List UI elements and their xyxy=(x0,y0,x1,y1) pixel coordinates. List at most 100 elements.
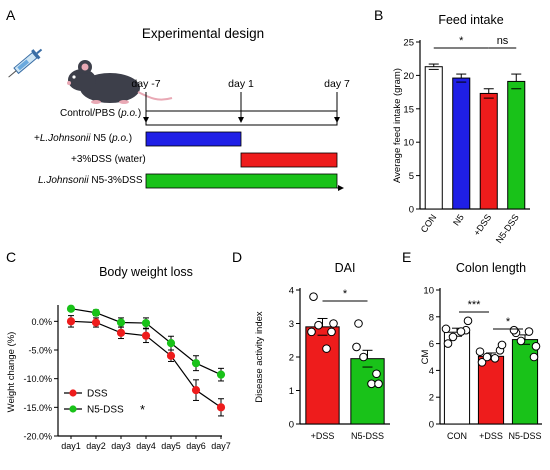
bar-n5dss xyxy=(350,358,385,425)
data-point xyxy=(216,403,226,412)
data-point xyxy=(354,319,363,328)
bar-dss xyxy=(305,326,340,425)
y-tick-label: -15.0% xyxy=(23,403,52,413)
legend-marker xyxy=(69,405,77,413)
data-point xyxy=(166,339,176,348)
bar-n5dss xyxy=(511,339,539,425)
control-label: Control/PBS (p.o.) xyxy=(60,108,141,119)
y-tick-label: 6 xyxy=(429,339,434,350)
data-point xyxy=(216,370,226,379)
data-point xyxy=(443,339,453,348)
x-tick-label: day6 xyxy=(186,441,206,451)
x-tick-label: day1 xyxy=(61,441,81,451)
significance-label: * xyxy=(343,288,348,300)
dai-chart: DAI Disease activity index 0 1 2 3 4 +DSS N5-DSS… xyxy=(254,261,390,441)
data-point xyxy=(141,331,151,340)
chart-title: Colon length xyxy=(456,261,526,275)
data-point xyxy=(372,369,381,379)
data-point xyxy=(141,318,151,328)
data-point xyxy=(307,327,316,337)
data-point xyxy=(477,358,487,367)
data-point xyxy=(374,379,383,389)
data-point xyxy=(524,327,534,336)
chart-title: Body weight loss xyxy=(99,265,193,279)
panel-letter-c: C xyxy=(6,249,16,265)
data-point xyxy=(314,320,323,330)
data-point xyxy=(448,332,458,342)
x-tick-label: +DSS xyxy=(311,431,335,441)
y-tick-label: 0 xyxy=(409,205,414,216)
x-tick-label: N5-DSS xyxy=(508,431,541,441)
data-point xyxy=(116,318,126,327)
data-point xyxy=(463,316,473,326)
data-point xyxy=(91,318,101,327)
data-point xyxy=(441,324,451,334)
panel-letter-e: E xyxy=(402,249,411,265)
bar-n5dss xyxy=(507,80,526,210)
x-tick-label: +DSS xyxy=(479,431,503,441)
y-tick-label: 15 xyxy=(403,104,414,115)
design-title: Experimental design xyxy=(142,26,264,41)
x-tick-label: day3 xyxy=(111,441,131,451)
y-axis-label: Weight change (%) xyxy=(6,332,17,413)
x-tick-label: CON xyxy=(419,212,439,234)
data-point xyxy=(116,328,126,337)
data-point xyxy=(322,344,331,353)
data-point xyxy=(352,342,361,352)
data-point xyxy=(91,308,101,317)
x-tick-label: +DSS xyxy=(472,212,494,237)
x-tick-label: CON xyxy=(447,431,467,441)
data-point xyxy=(66,317,76,326)
legend-significance-star: * xyxy=(140,402,145,417)
day-label-start: day -7 xyxy=(131,78,160,90)
data-point xyxy=(329,319,338,328)
y-tick-label: -5.0% xyxy=(28,346,52,356)
significance-label: ns xyxy=(497,35,509,47)
x-tick-label: day4 xyxy=(136,441,156,451)
chart-title: DAI xyxy=(335,261,356,275)
day-label-end: day 7 xyxy=(324,78,350,90)
data-point xyxy=(166,351,176,360)
y-tick-label: 20 xyxy=(403,71,414,82)
row-label-n5: +L.Johnsonii N5 (p.o.) xyxy=(34,133,132,144)
y-axis-label: Disease activity index xyxy=(254,311,265,403)
bar-dss xyxy=(479,92,498,210)
bar-n5-period xyxy=(145,131,242,147)
x-tick-label: day2 xyxy=(86,441,106,451)
data-point xyxy=(509,325,519,335)
timeline-box xyxy=(145,110,338,126)
legend-label: N5-DSS xyxy=(87,405,124,416)
y-tick-label: 2 xyxy=(289,353,294,364)
significance-label: *** xyxy=(468,299,482,311)
data-point xyxy=(456,327,466,336)
panel-letter-a: A xyxy=(6,7,16,23)
y-tick-label: 2 xyxy=(429,393,434,404)
x-tick-label: N5-DSS xyxy=(494,212,521,245)
y-tick-label: 4 xyxy=(289,286,294,297)
y-tick-label: 0.0% xyxy=(31,317,52,327)
bar-dss-period xyxy=(240,152,338,168)
data-point xyxy=(359,352,368,362)
significance-label: * xyxy=(506,316,511,328)
data-point xyxy=(490,354,500,363)
y-axis-label: CM xyxy=(420,350,431,365)
y-tick-label: 0 xyxy=(429,420,434,431)
panel-letter-b: B xyxy=(374,7,383,23)
bar-con xyxy=(424,66,443,210)
chart-title: Feed intake xyxy=(438,13,503,27)
data-point xyxy=(482,352,492,362)
data-point xyxy=(191,359,201,368)
experimental-design-panel: Experimental design day -7 day 1 day 7 xyxy=(8,26,350,191)
syringe-icon xyxy=(8,48,43,78)
y-tick-label: 10 xyxy=(423,286,434,297)
x-tick-label: day7 xyxy=(211,441,231,451)
row-label-n5dss: L.Johnsonii N5-3%DSS xyxy=(38,175,143,186)
significance-label: * xyxy=(459,35,464,47)
data-point xyxy=(529,352,539,362)
x-tick-label: N5 xyxy=(451,212,466,227)
y-tick-label: -20.0% xyxy=(23,432,52,442)
day-label-mid: day 1 xyxy=(228,78,254,90)
y-tick-label: 10 xyxy=(403,138,414,149)
data-point xyxy=(367,379,376,389)
